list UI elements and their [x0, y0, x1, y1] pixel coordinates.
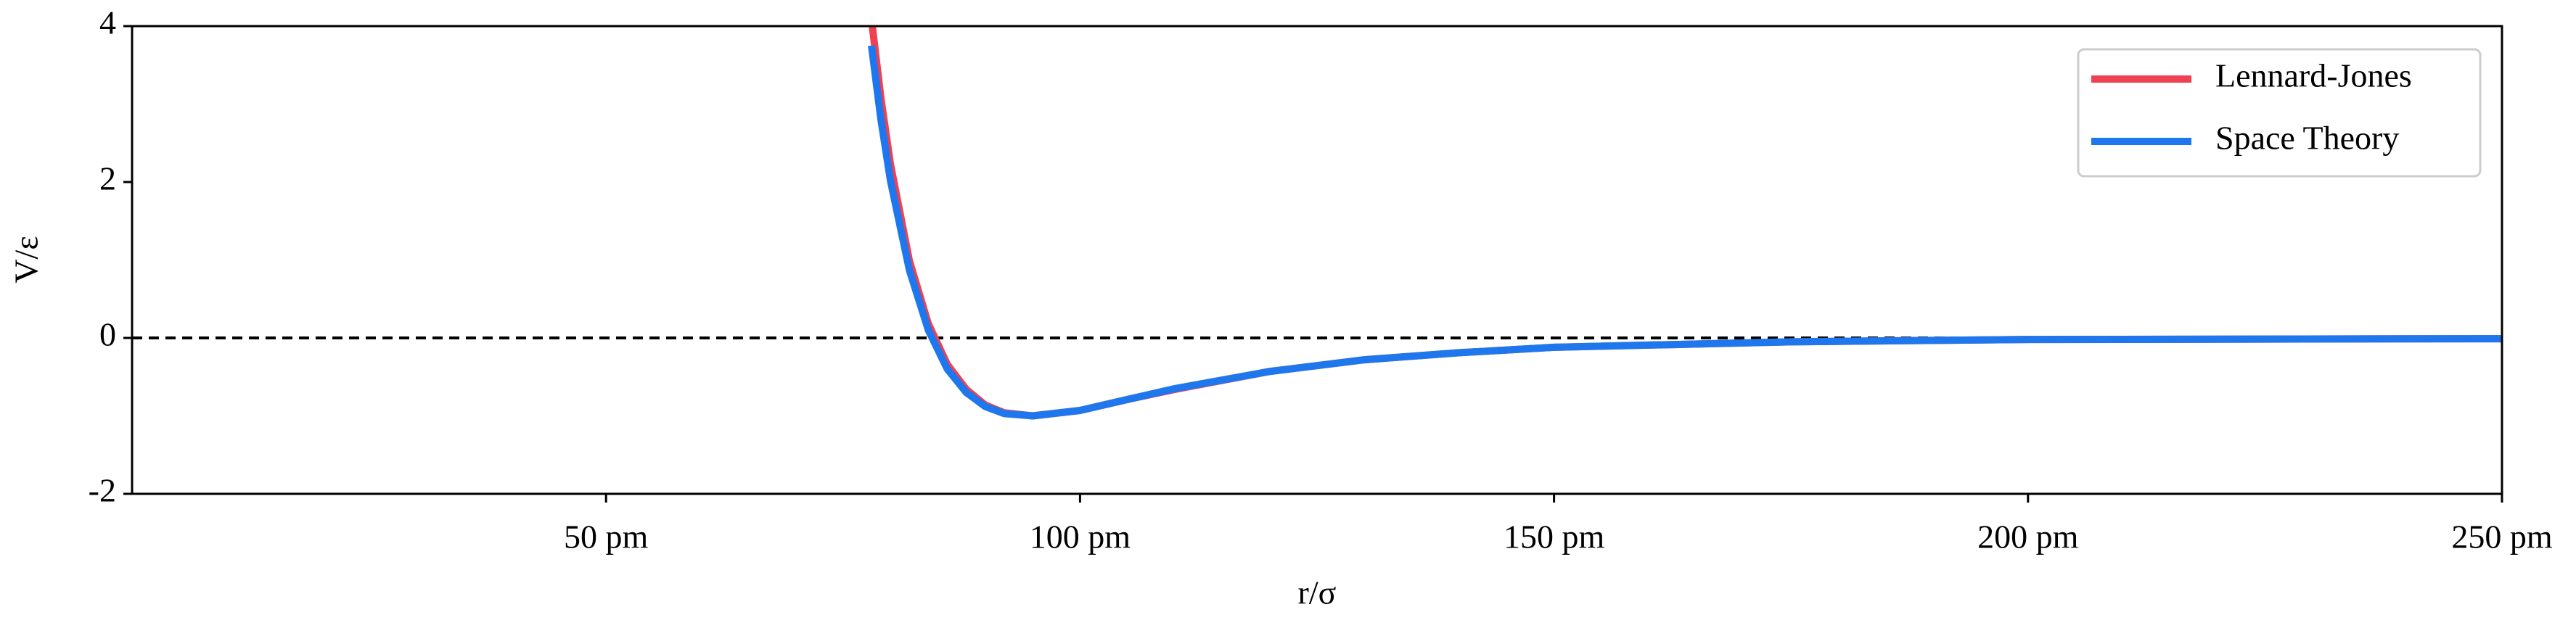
y-tick-label: 4	[99, 4, 116, 41]
y-tick-label: -2	[89, 472, 116, 509]
legend-label: Lennard-Jones	[2215, 57, 2412, 94]
x-tick-label: 100 pm	[1030, 518, 1131, 555]
y-axis-label: V/ε	[8, 236, 45, 283]
y-tick-label: 2	[99, 160, 116, 197]
x-tick-label: 200 pm	[1977, 518, 2079, 555]
x-tick-label: 250 pm	[2451, 518, 2553, 555]
x-axis-label: r/σ	[1298, 574, 1337, 611]
plot-frame	[131, 25, 2503, 495]
y-tick-label: 0	[99, 316, 116, 353]
legend-label: Space Theory	[2215, 120, 2399, 157]
x-tick-label: 50 pm	[564, 518, 649, 555]
x-tick-label: 150 pm	[1504, 518, 1605, 555]
plot-lines	[868, 26, 2502, 420]
series-line	[868, 45, 2502, 420]
